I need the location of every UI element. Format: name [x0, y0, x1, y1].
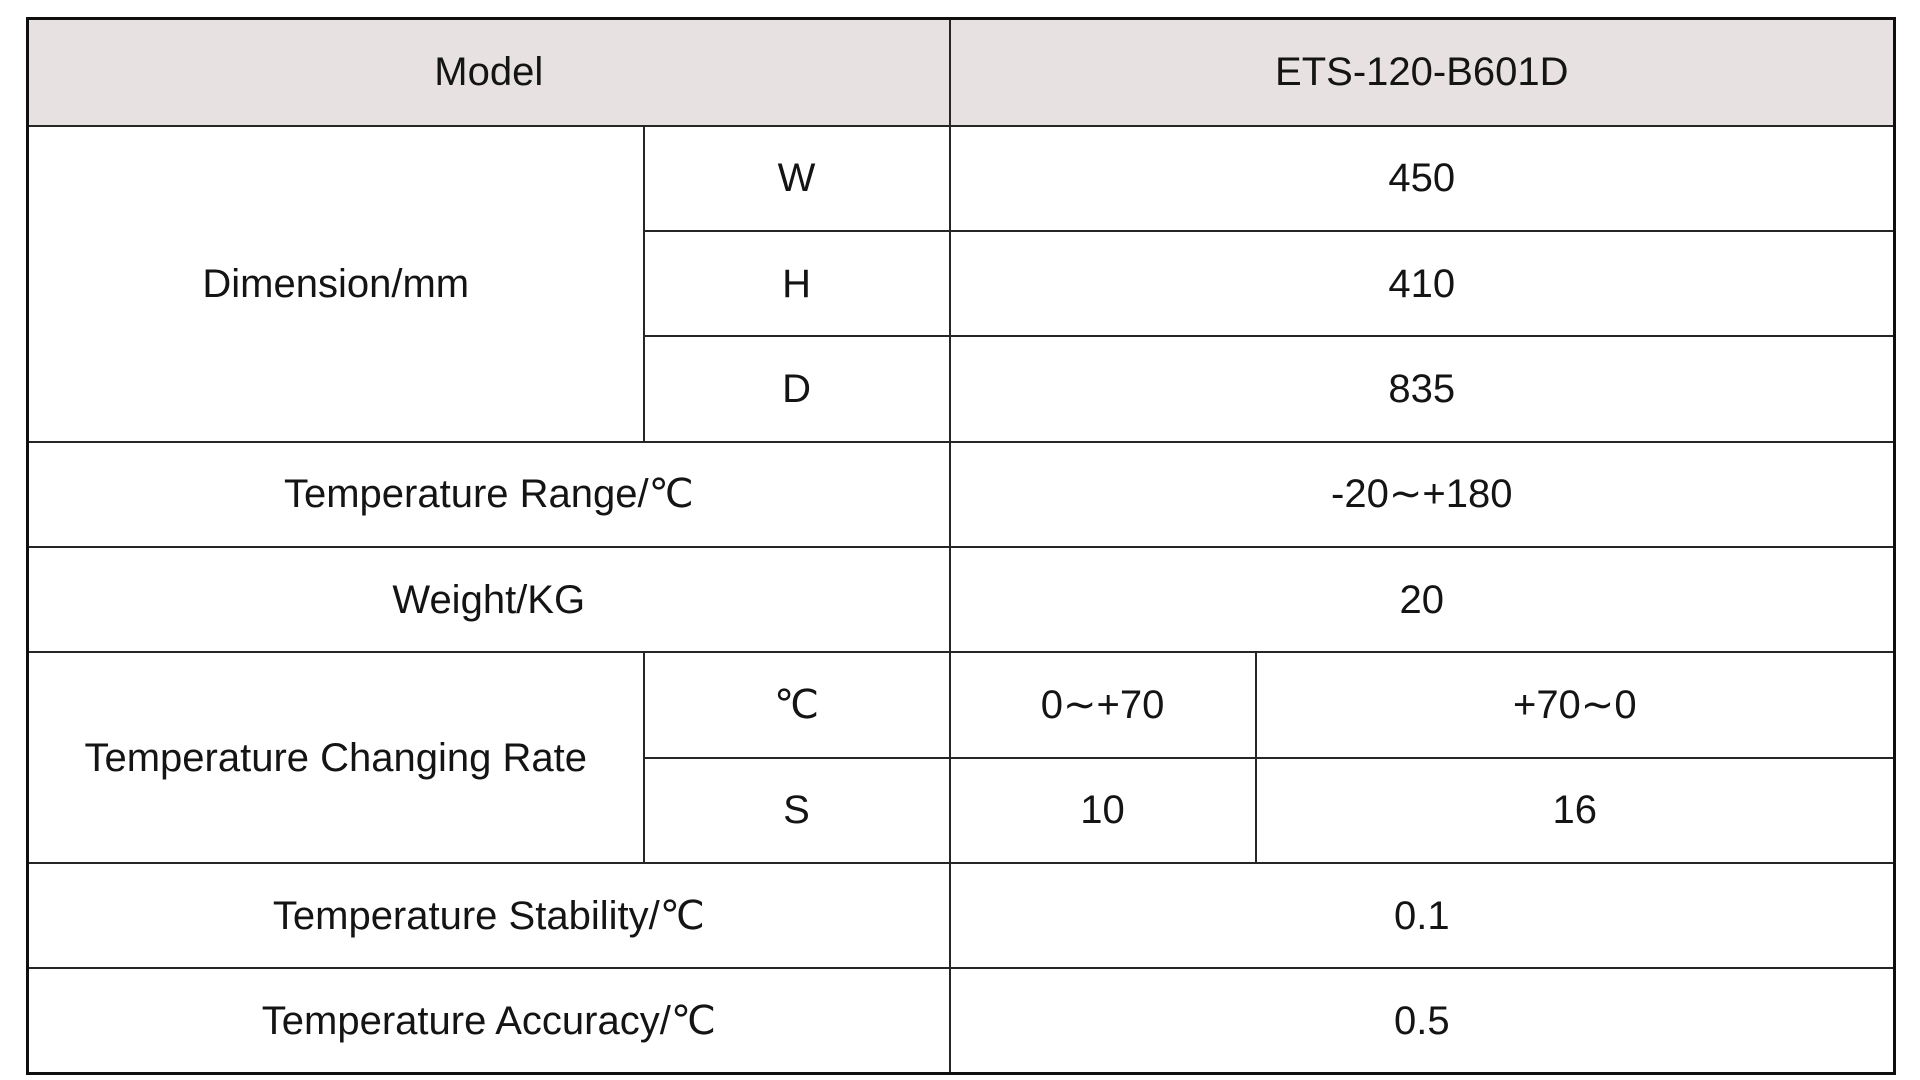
changing-rate-label-cell: Temperature Changing Rate [26, 651, 645, 864]
model-label-cell: Model [26, 17, 951, 127]
dimension-w-row: Dimension/mm W 450 [26, 124, 1896, 443]
dimension-d-row: D 835 [28, 335, 1896, 443]
dimension-h-value-cell: 410 [948, 230, 1896, 338]
temperature-stability-value-cell: 0.1 [948, 861, 1896, 970]
changing-rate-cooling-range-cell: +70∼0 [1254, 651, 1896, 759]
temperature-accuracy-row: Temperature Accuracy/℃ 0.5 [26, 967, 1896, 1075]
temperature-range-label-cell: Temperature Range/℃ [26, 440, 951, 548]
temperature-accuracy-value-cell: 0.5 [948, 967, 1896, 1075]
dimension-d-value-cell: 835 [948, 335, 1896, 443]
dimension-h-row: H 410 [28, 230, 1896, 338]
changing-rate-seconds-row: S 10 16 [28, 756, 1896, 864]
weight-label-cell: Weight/KG [26, 545, 951, 654]
changing-rate-seconds-unit-cell: S [642, 756, 951, 864]
changing-rate-celsius-row: Temperature Changing Rate ℃ 0∼+70 +70∼0 [26, 651, 1896, 864]
changing-rate-cooling-seconds-cell: 16 [1254, 756, 1896, 864]
dimension-w-axis-cell: W [642, 124, 951, 233]
dimension-d-axis-cell: D [642, 335, 951, 443]
dimension-h-axis-cell: H [642, 230, 951, 338]
changing-rate-celsius-unit-cell: ℃ [642, 651, 951, 759]
changing-rate-heating-range-cell: 0∼+70 [948, 651, 1257, 759]
temperature-range-value-cell: -20∼+180 [948, 440, 1896, 548]
temperature-accuracy-label-cell: Temperature Accuracy/℃ [26, 967, 951, 1075]
spec-table-container: Model ETS-120-B601D Dimension/mm W 450 H… [26, 17, 1897, 1075]
changing-rate-heating-seconds-cell: 10 [948, 756, 1257, 864]
dimension-w-value-cell: 450 [948, 124, 1896, 233]
model-value-cell: ETS-120-B601D [948, 17, 1896, 127]
spec-table: Model ETS-120-B601D Dimension/mm W 450 H… [26, 17, 1897, 1075]
header-row: Model ETS-120-B601D [26, 17, 1896, 127]
weight-value-cell: 20 [948, 545, 1896, 654]
dimension-label-cell: Dimension/mm [26, 124, 645, 443]
temperature-stability-label-cell: Temperature Stability/℃ [26, 861, 951, 970]
temperature-stability-row: Temperature Stability/℃ 0.1 [26, 861, 1896, 970]
weight-row: Weight/KG 20 [26, 545, 1896, 654]
temperature-range-row: Temperature Range/℃ -20∼+180 [26, 440, 1896, 548]
